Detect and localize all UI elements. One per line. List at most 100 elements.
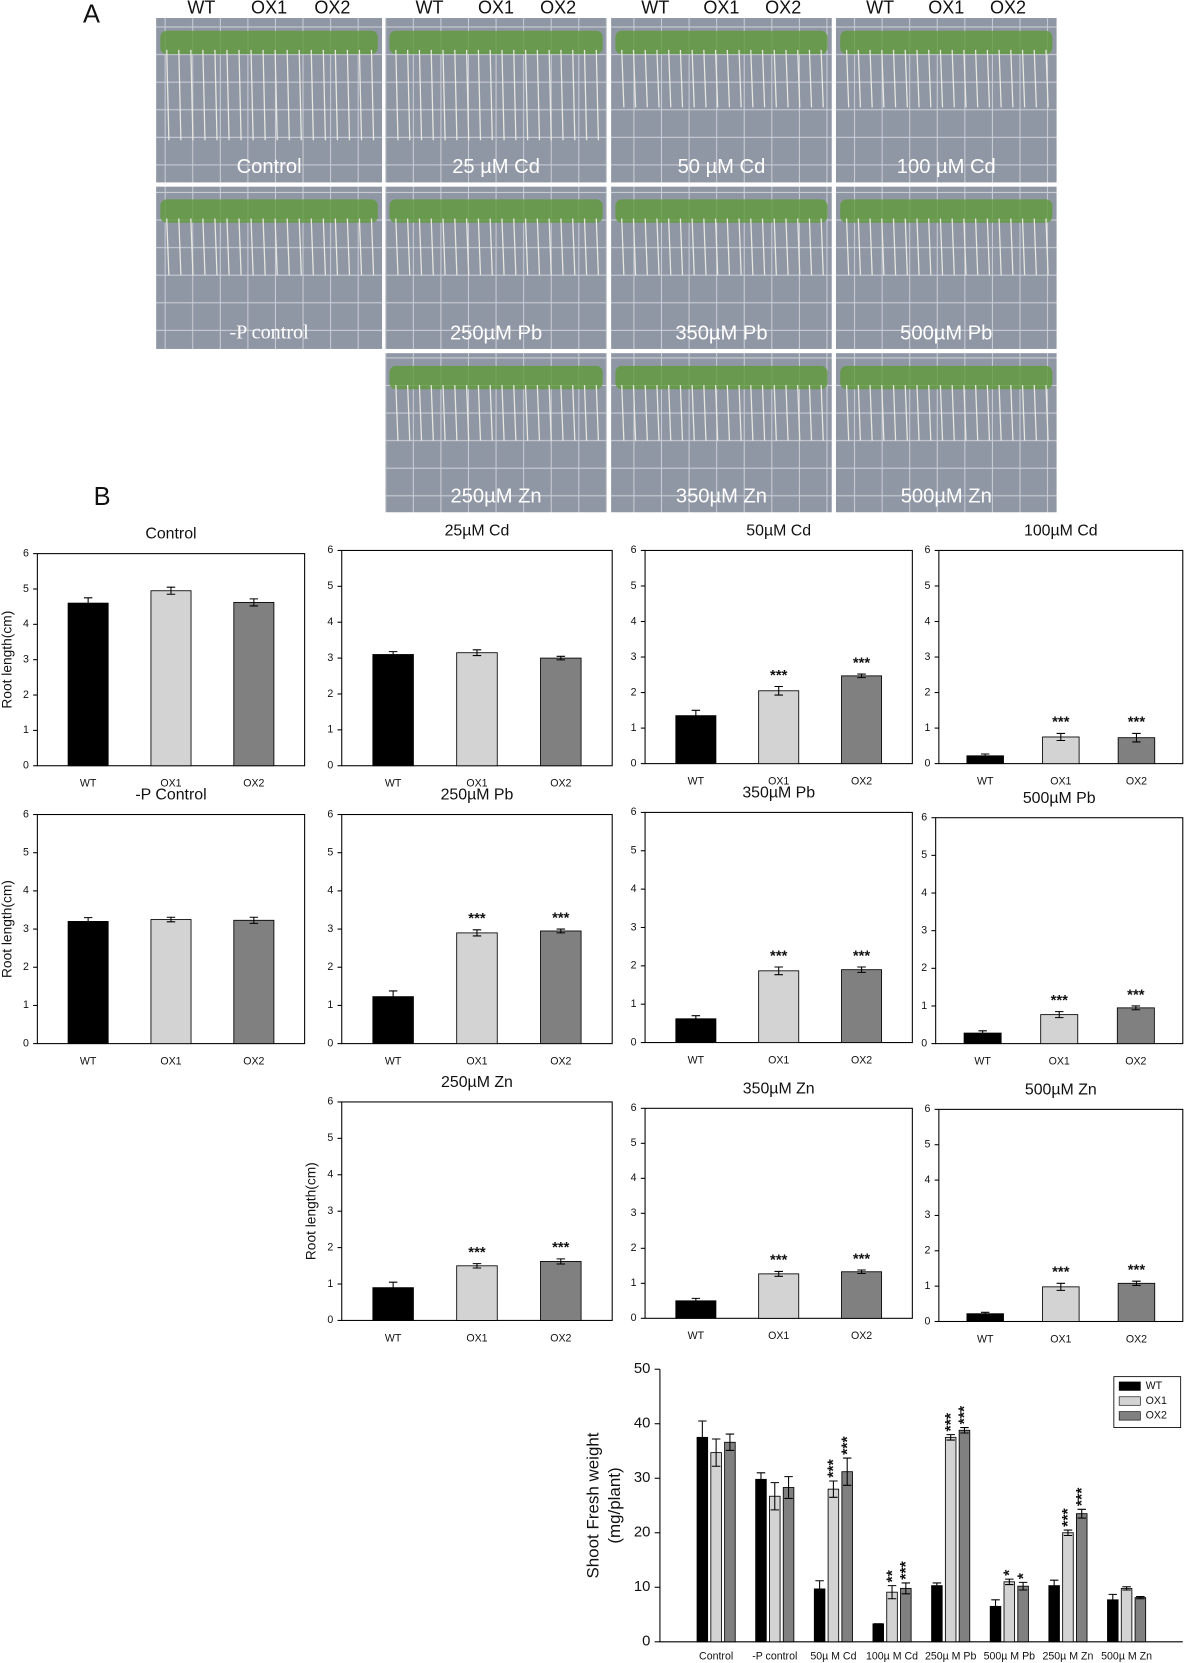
root bbox=[524, 384, 529, 441]
y-tick-label: 6 bbox=[631, 806, 637, 818]
error-bar bbox=[901, 1582, 911, 1595]
y-tick-label: 1 bbox=[631, 722, 637, 734]
root bbox=[668, 49, 672, 108]
error-bar bbox=[166, 916, 176, 923]
significance: *** bbox=[957, 1405, 974, 1424]
x-tick-label: OX1 bbox=[160, 778, 181, 790]
x-tick-label: WT bbox=[80, 1055, 97, 1067]
bar bbox=[67, 602, 109, 767]
y-tick-label: 2 bbox=[631, 1242, 637, 1254]
root bbox=[632, 218, 637, 276]
root bbox=[583, 218, 588, 276]
y-tick-label: 3 bbox=[631, 921, 637, 933]
y-tick-label: 0 bbox=[924, 757, 930, 769]
error-bar bbox=[691, 1015, 701, 1023]
root bbox=[262, 218, 266, 276]
root bbox=[691, 49, 695, 108]
root bbox=[477, 218, 482, 276]
root bbox=[489, 384, 493, 441]
root bbox=[974, 218, 979, 276]
genotype-label: OX2 bbox=[540, 0, 576, 17]
y-axis-label: (mg/plant) bbox=[605, 1467, 624, 1543]
axes bbox=[659, 1369, 1183, 1643]
significance: *** bbox=[1128, 715, 1146, 731]
root bbox=[714, 49, 719, 108]
error-bar bbox=[978, 1030, 987, 1036]
error-bar bbox=[815, 1580, 824, 1598]
error-bar bbox=[770, 1482, 780, 1511]
x-tick-label: OX2 bbox=[1125, 1055, 1146, 1067]
y-tick-label: 4 bbox=[921, 887, 927, 899]
root bbox=[477, 49, 482, 141]
root bbox=[1033, 49, 1038, 108]
root bbox=[928, 384, 932, 441]
plate-label: 350µM Zn bbox=[676, 486, 767, 508]
legend-swatch bbox=[1118, 1411, 1141, 1421]
legend-swatch bbox=[1118, 1396, 1141, 1406]
root bbox=[513, 49, 517, 141]
root bbox=[595, 384, 600, 441]
bar bbox=[696, 1436, 709, 1643]
y-tick-label: 0 bbox=[642, 1634, 650, 1650]
bar bbox=[150, 919, 192, 1045]
legend-label: WT bbox=[1146, 1380, 1163, 1392]
root bbox=[548, 218, 552, 276]
y-tick-label: 5 bbox=[631, 845, 637, 857]
y-tick-label: 6 bbox=[327, 1096, 333, 1108]
root bbox=[916, 384, 920, 441]
root bbox=[190, 218, 194, 276]
error-bar bbox=[1108, 1593, 1118, 1606]
root bbox=[738, 218, 742, 276]
error-bar bbox=[83, 597, 93, 609]
root bbox=[274, 49, 278, 141]
y-tick-label: 6 bbox=[327, 544, 333, 556]
chart-title: 50µM Cd bbox=[746, 523, 811, 540]
root bbox=[869, 384, 873, 441]
error-bar bbox=[249, 916, 259, 924]
root bbox=[226, 49, 230, 141]
bar bbox=[900, 1587, 912, 1643]
error-bar bbox=[166, 586, 176, 595]
root bbox=[656, 218, 660, 276]
y-tick-label: 3 bbox=[327, 1205, 333, 1217]
root bbox=[1010, 49, 1014, 108]
chart-title: 25µM Cd bbox=[445, 523, 510, 540]
bar bbox=[758, 970, 800, 1043]
bar bbox=[931, 1585, 943, 1643]
y-tick-label: 5 bbox=[327, 580, 333, 592]
root bbox=[963, 384, 967, 441]
root bbox=[928, 218, 932, 276]
root bbox=[881, 49, 885, 108]
y-tick-label: 4 bbox=[23, 618, 29, 630]
x-tick-label: OX2 bbox=[550, 778, 571, 790]
root bbox=[370, 218, 375, 276]
root bbox=[679, 384, 684, 441]
root bbox=[548, 384, 552, 441]
genotype-label: WT bbox=[866, 0, 894, 17]
y-tick-label: 6 bbox=[924, 544, 930, 556]
x-tick-label: WT bbox=[974, 1055, 991, 1067]
error-bar bbox=[1049, 1579, 1059, 1592]
root bbox=[797, 49, 801, 108]
y-tick-label: 0 bbox=[921, 1037, 927, 1049]
y-tick-label: 4 bbox=[327, 885, 333, 897]
error-bar bbox=[1132, 732, 1141, 743]
root bbox=[750, 384, 754, 441]
x-tick-label: 250µ M Pb bbox=[925, 1650, 977, 1662]
root bbox=[951, 218, 955, 276]
significance: *** bbox=[943, 1412, 960, 1431]
root bbox=[298, 218, 302, 276]
bar bbox=[1042, 736, 1080, 765]
genotype-label: WT bbox=[187, 0, 215, 17]
y-axis-label: Root length(cm) bbox=[304, 1162, 319, 1260]
root bbox=[250, 49, 254, 141]
error-bar bbox=[711, 1438, 721, 1467]
y-tick-label: 1 bbox=[23, 724, 29, 736]
genotype-label: OX2 bbox=[765, 0, 801, 17]
significance: *** bbox=[826, 1458, 843, 1477]
y-tick-label: 5 bbox=[631, 580, 637, 592]
root bbox=[513, 218, 517, 276]
root bbox=[820, 384, 824, 441]
significance: ** bbox=[884, 1569, 901, 1582]
bar bbox=[233, 919, 275, 1045]
